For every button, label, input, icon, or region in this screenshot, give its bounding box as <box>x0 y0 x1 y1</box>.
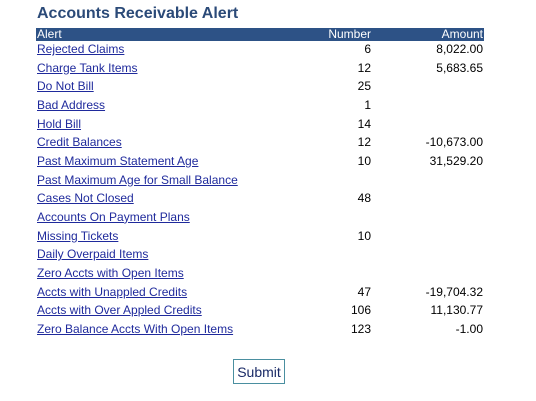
alert-link[interactable]: Hold Bill <box>37 116 82 131</box>
alert-cell: Accts with Over Appled Credits <box>37 303 202 317</box>
alert-cell: Zero Balance Accts With Open Items <box>37 322 233 336</box>
page-title: Accounts Receivable Alert <box>37 5 239 22</box>
number-cell: 48 <box>357 191 371 206</box>
alert-link[interactable]: Daily Overpaid Items <box>37 247 149 262</box>
alert-link[interactable]: Bad Address <box>37 97 106 112</box>
amount-cell: 5,683.65 <box>436 60 483 75</box>
number-cell: 12 <box>357 60 371 75</box>
alert-cell: Missing Tickets <box>37 229 118 243</box>
table-row: Rejected Claims 6 8,022.00 <box>36 41 484 60</box>
alert-cell: Daily Overpaid Items <box>37 247 148 261</box>
table-header: Alert Number Amount <box>36 28 484 41</box>
number-cell: 47 <box>357 284 371 299</box>
alert-cell: Accts with Unappled Credits <box>37 285 187 299</box>
table-body: Rejected Claims 6 8,022.00 Charge Tank Item… <box>36 41 484 340</box>
number-cell: 25 <box>357 79 371 94</box>
alert-cell: Past Maximum Statement Age <box>37 154 198 168</box>
table-row: Daily Overpaid Items <box>36 246 484 265</box>
number-cell: 10 <box>357 153 371 168</box>
amount-cell: -1.00 <box>455 321 483 336</box>
table-row: Past Maximum Age for Small Balance <box>36 172 484 191</box>
alert-link[interactable]: Accts with Over Appled Credits <box>37 303 202 318</box>
alert-cell: Cases Not Closed <box>37 191 134 205</box>
alert-cell: Past Maximum Age for Small Balance <box>37 173 238 187</box>
alert-link[interactable]: Zero Accts with Open Items <box>37 265 184 280</box>
alert-link[interactable]: Past Maximum Age for Small Balance <box>37 172 238 187</box>
table-row: Missing Tickets 10 <box>36 228 484 247</box>
alert-cell: Hold Bill <box>37 117 81 131</box>
number-cell: 123 <box>350 321 371 336</box>
amount-cell: 11,130.77 <box>430 303 484 318</box>
alert-link[interactable]: Cases Not Closed <box>37 191 134 206</box>
alert-cell: Credit Balances <box>37 135 122 149</box>
alert-cell: Zero Accts with Open Items <box>37 266 184 280</box>
alert-link[interactable]: Do Not Bill <box>37 79 94 94</box>
alert-cell: Rejected Claims <box>37 42 124 56</box>
alert-link[interactable]: Zero Balance Accts With Open Items <box>37 321 234 336</box>
alert-link[interactable]: Rejected Claims <box>37 42 125 56</box>
table-row: Charge Tank Items 12 5,683.65 <box>36 60 484 79</box>
amount-cell: -19,704.32 <box>425 284 483 299</box>
alert-link[interactable]: Accts with Unappled Credits <box>37 284 188 299</box>
amount-cell: 31,529.20 <box>429 153 483 168</box>
number-cell: 14 <box>357 116 371 131</box>
table-row: Credit Balances 12 -10,673.00 <box>36 134 484 153</box>
alert-cell: Charge Tank Items <box>37 61 138 75</box>
table-row: Accounts On Payment Plans <box>36 209 484 228</box>
number-cell: 10 <box>357 228 371 243</box>
alert-link[interactable]: Past Maximum Statement Age <box>37 153 199 168</box>
table-row: Do Not Bill 25 <box>36 78 484 97</box>
amount-cell: 8,022.00 <box>436 42 483 56</box>
table-row: Accts with Over Appled Credits 106 11,130.… <box>36 302 484 321</box>
table-row: Zero Accts with Open Items <box>36 265 484 284</box>
alert-link[interactable]: Credit Balances <box>37 135 122 150</box>
alert-cell: Accounts On Payment Plans <box>37 210 190 224</box>
column-header: Number <box>328 27 371 41</box>
table-row: Accts with Unappled Credits 47 -19,704.32 <box>36 284 484 303</box>
table-row: Bad Address 1 <box>36 97 484 116</box>
number-cell: 12 <box>357 135 371 150</box>
number-cell: 106 <box>350 303 371 318</box>
alert-link[interactable]: Charge Tank Items <box>37 60 138 75</box>
number-cell: 6 <box>364 42 371 56</box>
submit-button[interactable]: Submit <box>233 359 285 384</box>
column-header: Amount <box>441 27 483 41</box>
amount-cell: -10,673.00 <box>425 135 483 150</box>
table-row: Zero Balance Accts With Open Items 123 -1.… <box>36 321 484 340</box>
table-row: Hold Bill 14 <box>36 116 484 135</box>
table-row: Cases Not Closed 48 <box>36 190 484 209</box>
alert-link[interactable]: Missing Tickets <box>37 228 119 243</box>
column-header: Alert <box>37 27 62 41</box>
number-cell: 1 <box>364 97 371 112</box>
table-row: Past Maximum Statement Age 10 31,529.20 <box>36 153 484 172</box>
alert-table: Alert Number Amount Rejected Claims 6 8,02… <box>36 28 484 340</box>
alert-link[interactable]: Accounts On Payment Plans <box>37 209 190 224</box>
alert-cell: Do Not Bill <box>37 79 94 93</box>
alert-cell: Bad Address <box>37 98 105 112</box>
